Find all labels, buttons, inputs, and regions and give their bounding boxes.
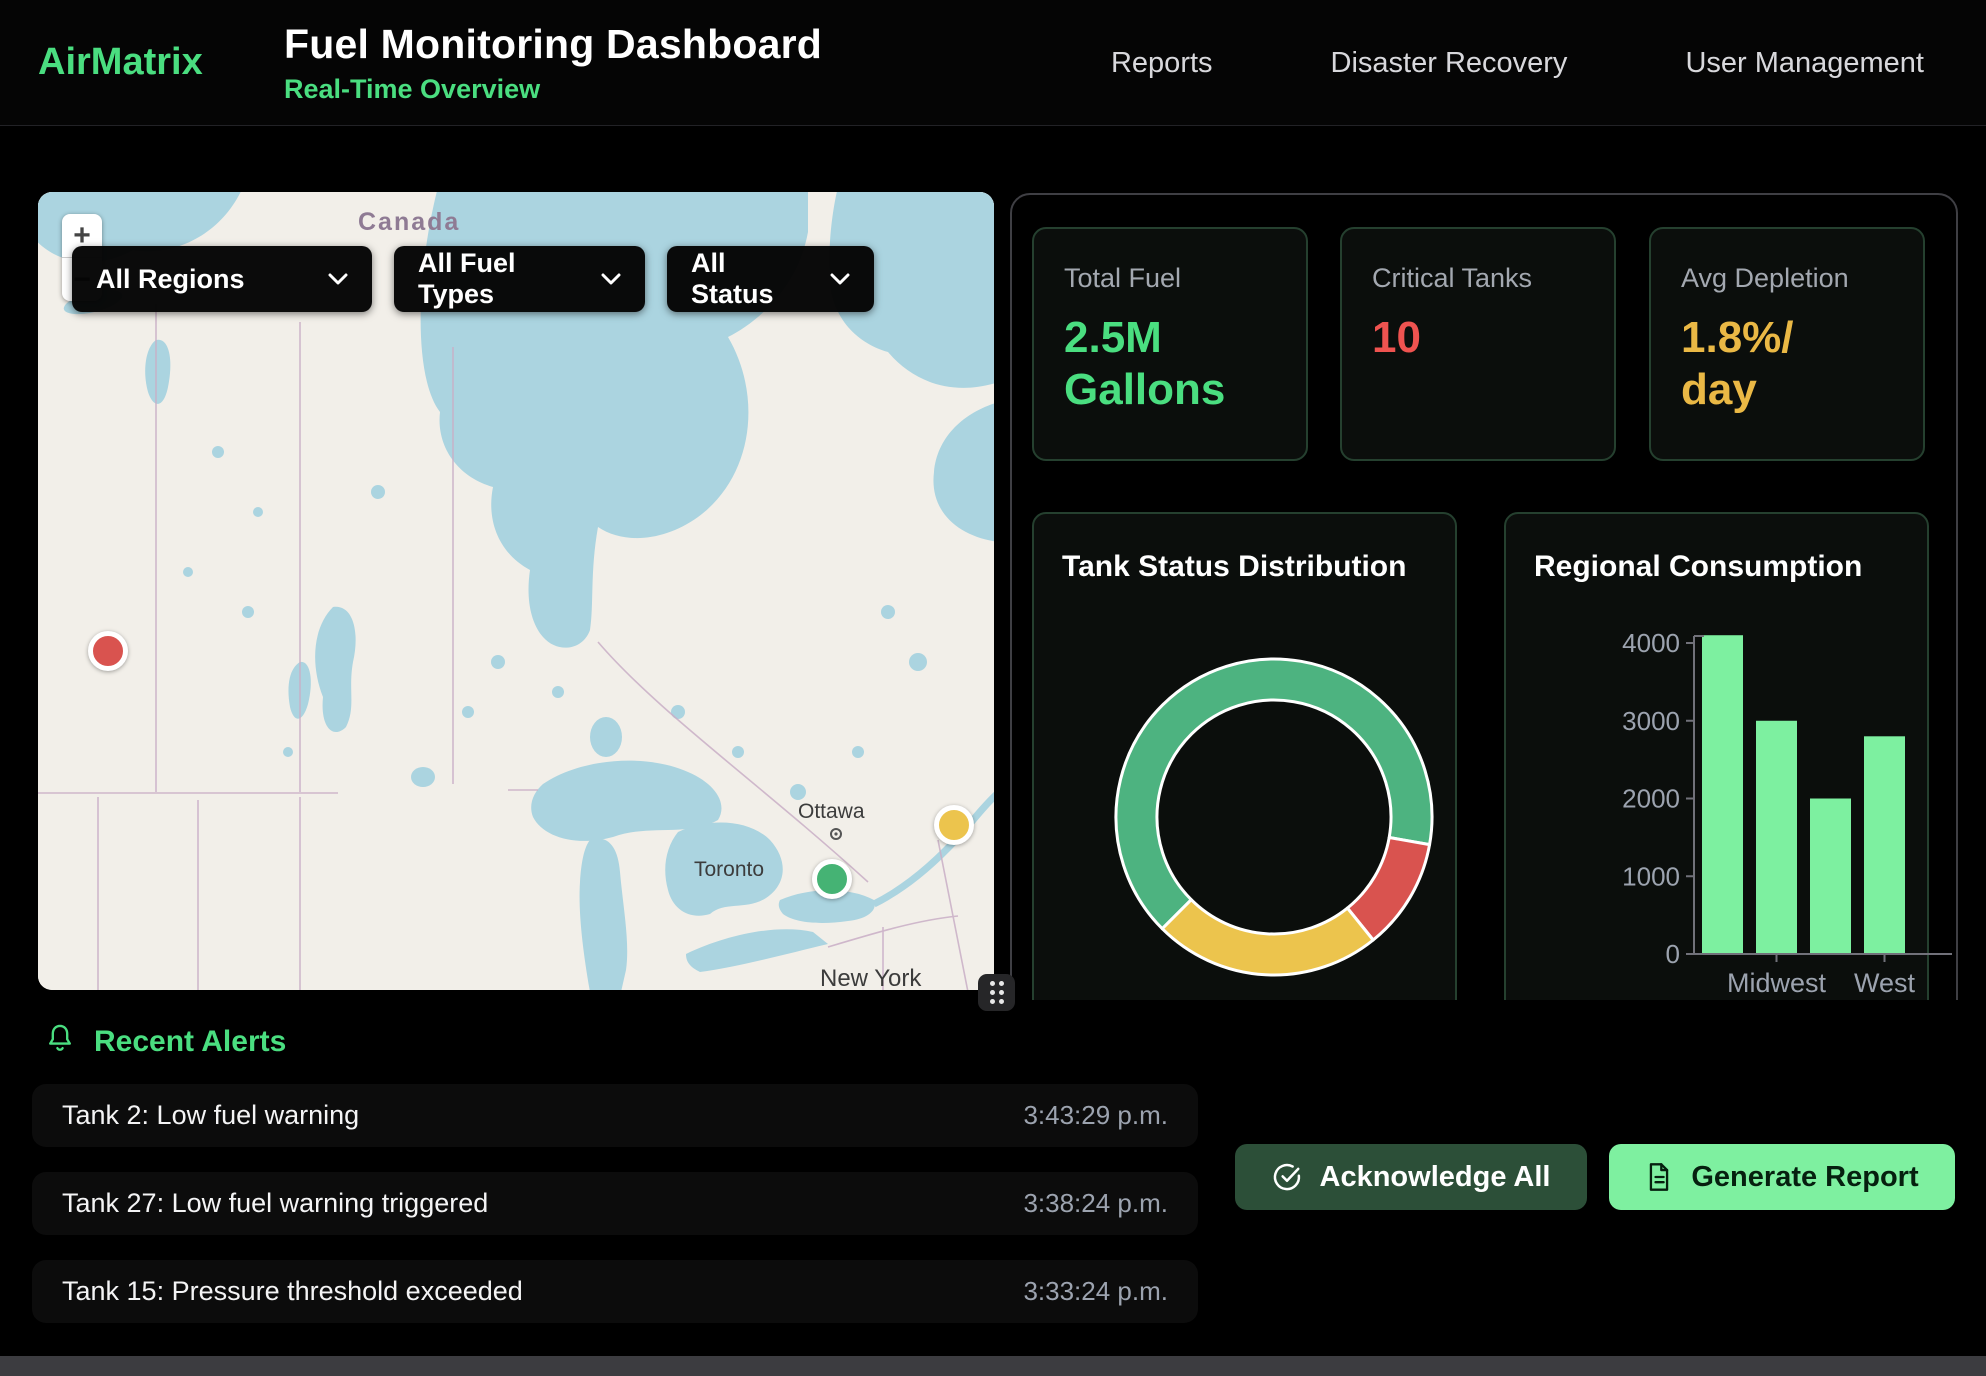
svg-text:2000: 2000 — [1622, 784, 1680, 814]
stat-card-critical-tanks: Critical Tanks 10 — [1340, 227, 1616, 461]
map-label-toronto: Toronto — [694, 858, 764, 881]
stat-card-avg-depletion: Avg Depletion 1.8%/day — [1649, 227, 1925, 461]
chart-title: Tank Status Distribution — [1062, 550, 1427, 584]
svg-text:0: 0 — [1666, 939, 1680, 969]
app-logo: AirMatrix — [38, 41, 268, 84]
tank-marker-warning[interactable] — [934, 805, 974, 845]
stat-card-total-fuel: Total Fuel 2.5M Gallons — [1032, 227, 1308, 461]
nav-disaster-recovery[interactable]: Disaster Recovery — [1331, 47, 1568, 80]
stat-value-avg-depletion: 1.8%/day — [1681, 312, 1819, 416]
alert-timestamp: 3:38:24 p.m. — [1023, 1188, 1168, 1219]
alert-row[interactable]: Tank 27: Low fuel warning triggered 3:38… — [32, 1172, 1198, 1235]
nav-user-management[interactable]: User Management — [1685, 47, 1924, 80]
map-resize-handle[interactable] — [978, 974, 1015, 1011]
alert-row[interactable]: Tank 2: Low fuel warning 3:43:29 p.m. — [32, 1084, 1198, 1147]
alert-timestamp: 3:33:24 p.m. — [1023, 1276, 1168, 1307]
window-bottom-bar — [0, 1356, 1986, 1376]
region-filter-dropdown[interactable]: All Regions — [72, 246, 372, 312]
regional-consumption-chart-card: Regional Consumption 0 1000 2000 3000 4000 Mi… — [1504, 512, 1929, 1000]
svg-text:Midwest: Midwest — [1727, 968, 1827, 998]
chevron-down-icon — [328, 273, 348, 285]
fuel-type-filter-dropdown[interactable]: All Fuel Types — [394, 246, 645, 312]
alert-text: Tank 2: Low fuel warning — [62, 1100, 359, 1131]
tank-marker-normal[interactable] — [812, 859, 852, 899]
svg-text:4000: 4000 — [1622, 628, 1680, 658]
stat-label: Critical Tanks — [1372, 263, 1584, 294]
metrics-panel: Total Fuel 2.5M Gallons Critical Tanks 1… — [1010, 193, 1958, 1000]
tank-status-donut-chart — [1062, 584, 1487, 1000]
main-nav: Reports Disaster Recovery User Managemen… — [1111, 0, 1924, 126]
alert-row[interactable]: Tank 15: Pressure threshold exceeded 3:3… — [32, 1260, 1198, 1323]
acknowledge-all-button[interactable]: Acknowledge All — [1235, 1144, 1587, 1210]
alert-text: Tank 27: Low fuel warning triggered — [62, 1188, 488, 1219]
fuel-map[interactable]: Canada Ottawa Toronto New York + − All R… — [38, 192, 994, 990]
check-circle-icon — [1272, 1162, 1302, 1192]
page-title: Fuel Monitoring Dashboard — [284, 21, 822, 68]
generate-report-button[interactable]: Generate Report — [1609, 1144, 1955, 1210]
map-label-ottawa: Ottawa — [798, 800, 865, 823]
map-label-canada: Canada — [358, 208, 460, 236]
alert-timestamp: 3:43:29 p.m. — [1023, 1100, 1168, 1131]
alerts-section-title: Recent Alerts — [94, 1025, 286, 1059]
alert-text: Tank 15: Pressure threshold exceeded — [62, 1276, 523, 1307]
tank-status-chart-card: Tank Status Distribution — [1032, 512, 1457, 1000]
document-icon — [1645, 1162, 1673, 1192]
stat-label: Total Fuel — [1064, 263, 1276, 294]
svg-text:1000: 1000 — [1622, 861, 1680, 891]
chevron-down-icon — [830, 273, 850, 285]
map-label-new-york: New York — [820, 965, 922, 990]
status-filter-dropdown[interactable]: All Status — [667, 246, 874, 312]
page-subtitle: Real-Time Overview — [284, 74, 822, 105]
svg-text:3000: 3000 — [1622, 706, 1680, 736]
stat-value-total-fuel: 2.5M Gallons — [1064, 312, 1276, 416]
nav-reports[interactable]: Reports — [1111, 47, 1213, 80]
svg-text:West: West — [1854, 968, 1916, 998]
chart-title: Regional Consumption — [1534, 550, 1899, 584]
stat-label: Avg Depletion — [1681, 263, 1893, 294]
map-filter-bar: All Regions All Fuel Types All Status — [72, 246, 874, 312]
tank-marker-critical[interactable] — [88, 631, 128, 671]
app-header: AirMatrix Fuel Monitoring Dashboard Real… — [0, 0, 1986, 126]
bell-icon — [44, 1022, 76, 1061]
stat-value-critical-tanks: 10 — [1372, 312, 1584, 364]
chevron-down-icon — [601, 273, 621, 285]
regional-consumption-bar-chart: 0 1000 2000 3000 4000 Midwest West — [1534, 584, 1958, 1000]
